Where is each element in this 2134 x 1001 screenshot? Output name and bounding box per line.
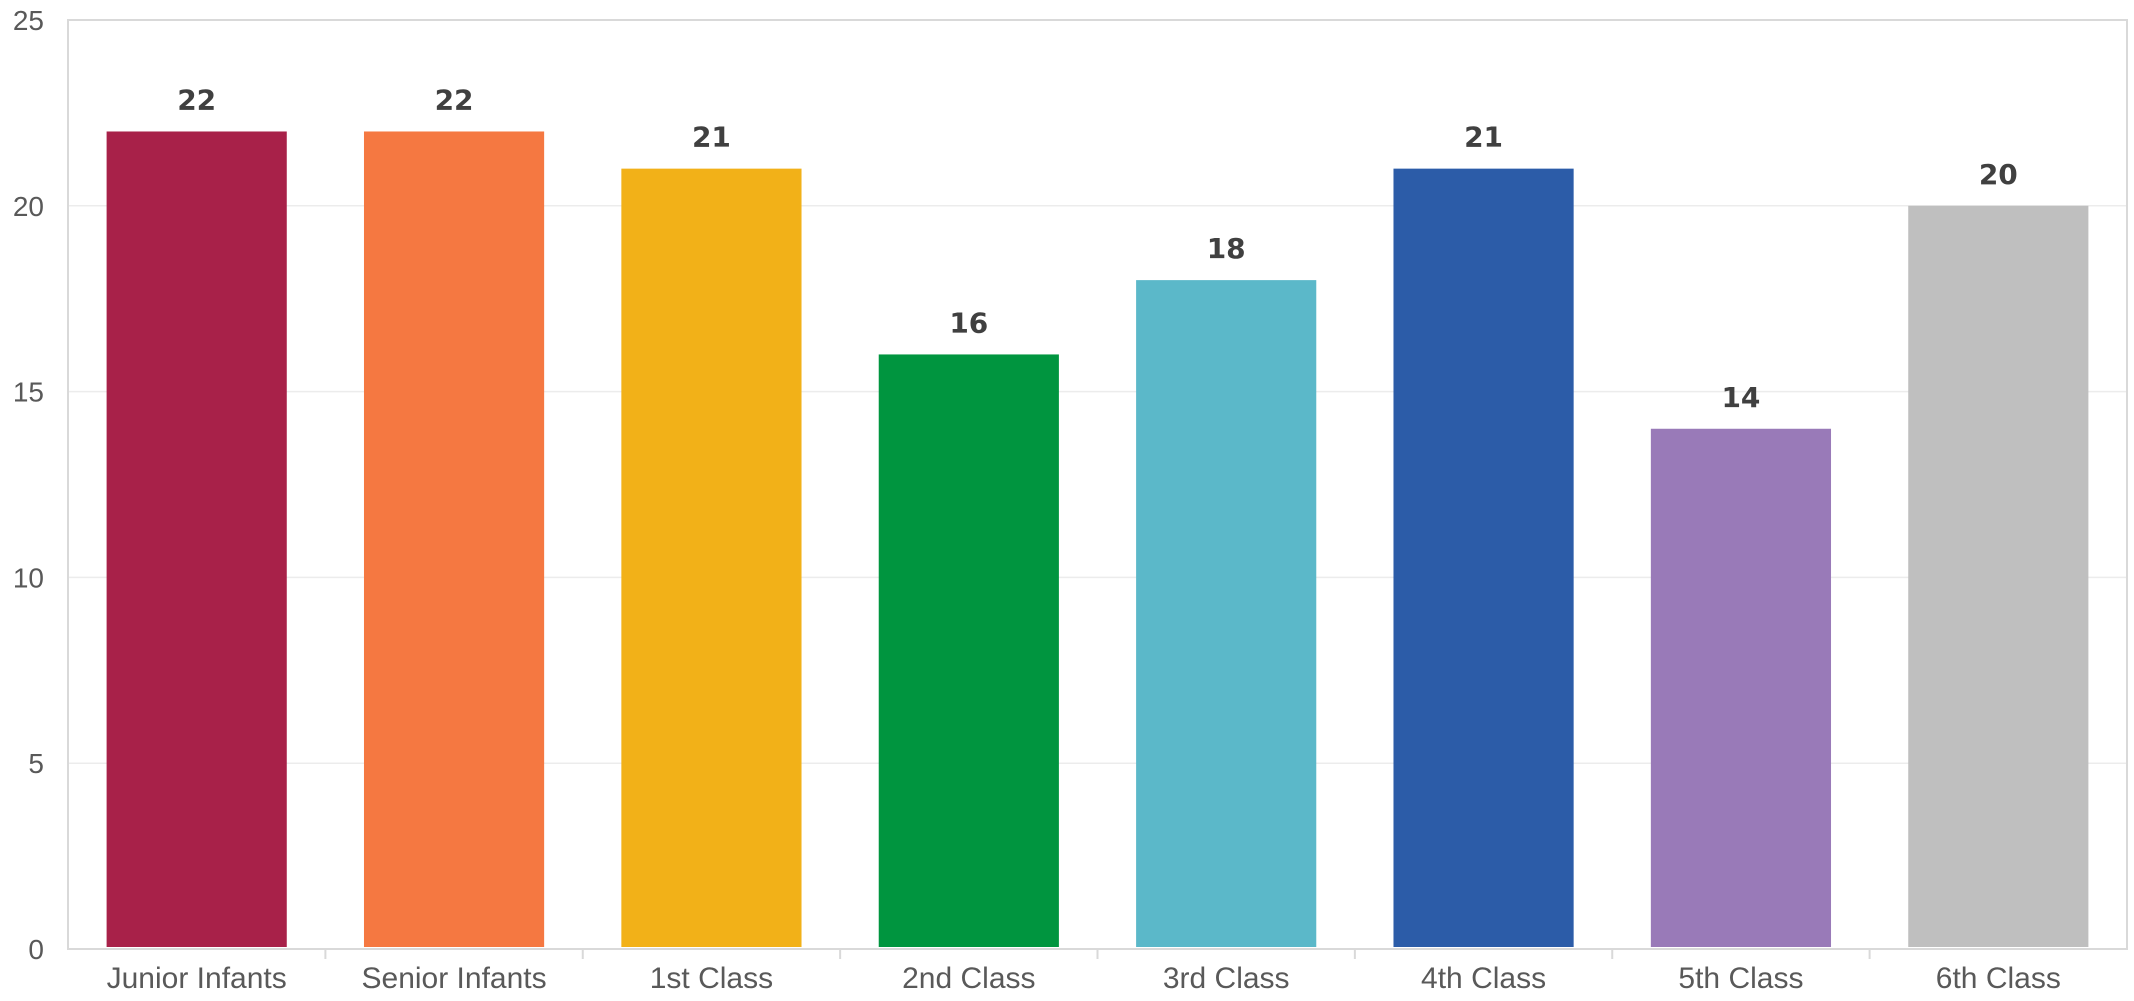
bar xyxy=(1908,205,2089,948)
data-label: 21 xyxy=(692,121,731,154)
x-tick-label: 6th Class xyxy=(1936,962,2061,995)
data-label: 20 xyxy=(1979,158,2018,191)
y-tick-label: 25 xyxy=(13,5,44,36)
bar xyxy=(363,131,545,948)
x-tick-label: 2nd Class xyxy=(902,962,1035,995)
data-label: 18 xyxy=(1207,232,1246,265)
bar xyxy=(1393,168,1574,947)
x-tick-label: Junior Infants xyxy=(107,962,287,995)
data-label: 22 xyxy=(435,83,474,116)
data-label: 21 xyxy=(1464,121,1503,154)
y-tick-label: 15 xyxy=(13,377,44,408)
x-tick-label: Senior Infants xyxy=(362,962,547,995)
x-tick-label: 5th Class xyxy=(1678,962,1803,995)
bar xyxy=(621,168,802,947)
bar xyxy=(878,354,1059,947)
y-tick-label: 5 xyxy=(28,748,44,779)
data-label: 16 xyxy=(949,306,988,339)
x-tick-label: 3rd Class xyxy=(1163,962,1290,995)
data-label: 22 xyxy=(177,83,216,116)
bar xyxy=(1650,428,1832,947)
y-tick-label: 0 xyxy=(28,934,44,965)
data-label: 14 xyxy=(1721,381,1760,414)
y-tick-label: 20 xyxy=(13,191,44,222)
labels: 0 5 10 15 20 25 22 Junior Infants 22 Senior Infan… xyxy=(13,5,2061,995)
x-tick-label: 4th Class xyxy=(1421,962,1546,995)
bars xyxy=(106,131,2089,948)
y-tick-label: 10 xyxy=(13,562,44,593)
x-tick-label: 1st Class xyxy=(650,962,773,995)
bar xyxy=(106,131,287,948)
axes xyxy=(67,19,2128,959)
bar xyxy=(1136,280,1317,947)
